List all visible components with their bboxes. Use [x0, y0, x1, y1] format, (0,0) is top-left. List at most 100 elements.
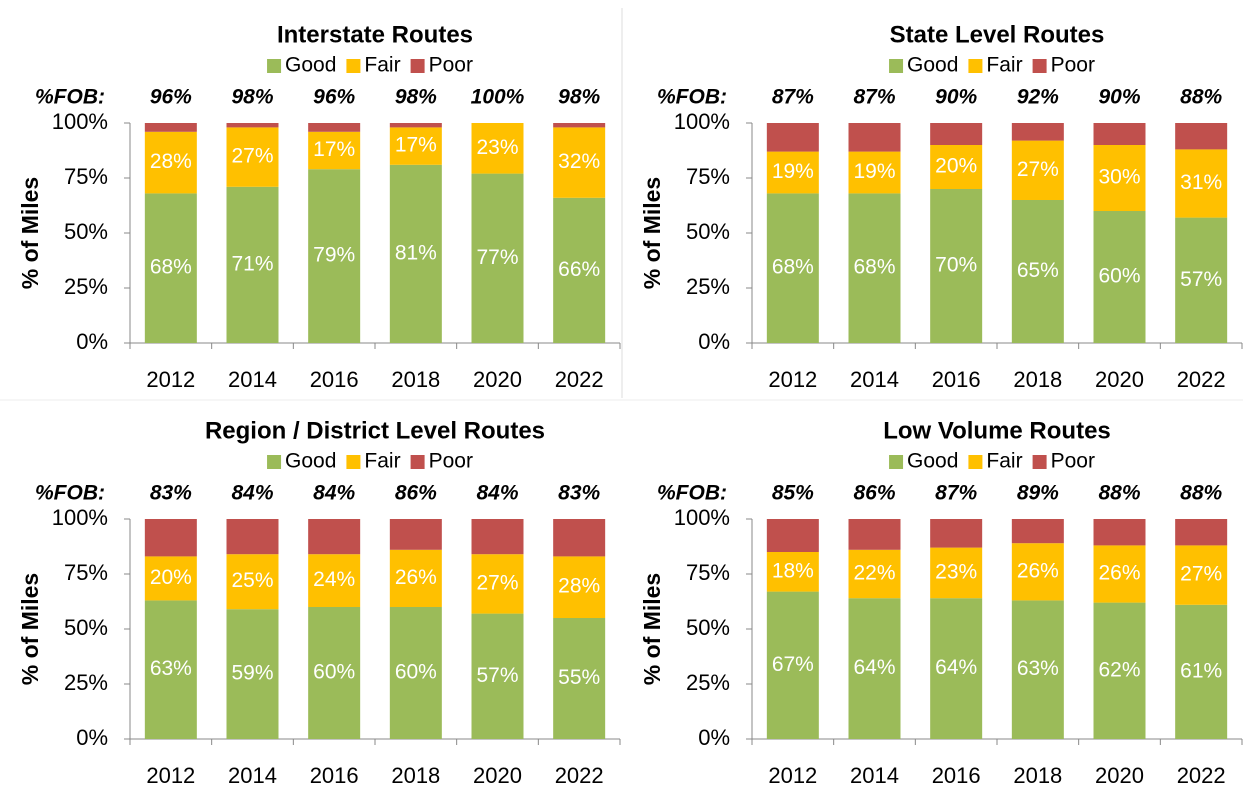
bar-segment: [226, 186, 279, 343]
bar-segment: [144, 600, 197, 739]
bar-segment: [144, 193, 197, 343]
bar-segment: [308, 131, 361, 170]
bar-segment: [1011, 543, 1064, 601]
x-tick-label: 2018: [1013, 367, 1062, 392]
fob-value: 84%: [313, 482, 355, 505]
bar-segment: [144, 519, 197, 557]
bar-segment: [766, 519, 819, 552]
fob-value: 96%: [150, 86, 192, 109]
bar-segment: [1093, 145, 1146, 211]
fob-value: 88%: [1180, 482, 1222, 505]
value-label: 77%: [476, 246, 518, 269]
x-tick-label: 2016: [932, 367, 981, 392]
bar-segment: [848, 123, 901, 152]
value-label: 61%: [1180, 659, 1222, 682]
bar-segment: [226, 554, 279, 610]
chart-title: State Level Routes: [890, 21, 1105, 48]
fob-value: 83%: [150, 482, 192, 505]
legend-swatch: [968, 59, 983, 73]
value-label: 24%: [313, 568, 355, 591]
value-label: 27%: [1017, 158, 1059, 181]
fob-value: 87%: [772, 86, 814, 109]
y-tick-label: 100%: [52, 109, 108, 134]
fob-value: 83%: [558, 482, 600, 505]
x-tick-label: 2018: [1013, 763, 1062, 788]
bar-segment: [389, 123, 442, 128]
legend-label: Good: [907, 450, 958, 473]
x-tick-label: 2016: [310, 763, 359, 788]
value-label: 28%: [558, 575, 600, 598]
y-tick-label: 75%: [64, 560, 108, 585]
bar-segment: [226, 519, 279, 555]
value-label: 17%: [313, 138, 355, 161]
bar-segment: [471, 173, 524, 343]
y-axis-label: % of Miles: [639, 573, 665, 685]
y-tick-label: 50%: [64, 219, 108, 244]
bar-segment: [1011, 140, 1064, 200]
y-tick-label: 50%: [64, 615, 108, 640]
value-label: 20%: [150, 566, 192, 589]
bar-segment: [553, 123, 606, 128]
legend-swatch: [267, 59, 282, 73]
bar-segment: [471, 519, 524, 555]
x-tick-label: 2014: [228, 763, 277, 788]
fob-value: 86%: [395, 482, 437, 505]
x-tick-label: 2016: [310, 367, 359, 392]
legend-label: Fair: [364, 54, 400, 77]
bar-segment: [930, 547, 983, 599]
x-tick-label: 2012: [146, 367, 195, 392]
fob-value: 86%: [853, 482, 895, 505]
value-label: 79%: [313, 244, 355, 267]
legend-label: Poor: [1051, 450, 1095, 473]
x-tick-label: 2020: [1095, 763, 1144, 788]
value-label: 22%: [853, 562, 895, 585]
y-tick-label: 50%: [686, 219, 730, 244]
value-label: 23%: [935, 560, 977, 583]
value-label: 26%: [1017, 559, 1059, 582]
bar-segment: [1175, 604, 1228, 739]
x-tick-label: 2018: [391, 763, 440, 788]
value-label: 67%: [772, 653, 814, 676]
fob-value: 89%: [1017, 482, 1059, 505]
legend-swatch: [1032, 455, 1047, 469]
bar-segment: [553, 556, 606, 618]
value-label: 64%: [853, 656, 895, 679]
legend-swatch: [346, 455, 361, 469]
value-label: 32%: [558, 150, 600, 173]
bar-segment: [144, 123, 197, 132]
value-label: 68%: [150, 256, 192, 279]
bar-segment: [226, 123, 279, 128]
legend-swatch: [410, 455, 425, 469]
x-tick-label: 2016: [932, 763, 981, 788]
fob-label: %FOB:: [657, 86, 727, 109]
value-label: 31%: [1180, 171, 1222, 194]
legend-label: Fair: [986, 54, 1022, 77]
fob-value: 88%: [1180, 86, 1222, 109]
legend-label: Fair: [986, 450, 1022, 473]
value-label: 55%: [558, 666, 600, 689]
fob-value: 88%: [1098, 482, 1140, 505]
y-tick-label: 50%: [686, 615, 730, 640]
value-label: 19%: [772, 160, 814, 183]
x-tick-label: 2022: [1177, 367, 1226, 392]
y-tick-label: 75%: [686, 164, 730, 189]
y-tick-label: 0%: [698, 725, 730, 750]
bar-segment: [471, 613, 524, 739]
legend-swatch: [410, 59, 425, 73]
value-label: 63%: [150, 657, 192, 680]
value-label: 57%: [476, 664, 518, 687]
bar-segment: [848, 193, 901, 343]
value-label: 64%: [935, 656, 977, 679]
fob-value: 92%: [1017, 86, 1059, 109]
bar-segment: [930, 145, 983, 189]
chart-title: Interstate Routes: [277, 21, 473, 48]
bar-segment: [308, 123, 361, 132]
value-label: 25%: [231, 569, 273, 592]
legend-label: Good: [907, 54, 958, 77]
value-label: 60%: [395, 661, 437, 684]
bar-segment: [1093, 211, 1146, 343]
value-label: 27%: [476, 571, 518, 594]
y-axis-label: % of Miles: [639, 177, 665, 289]
bar-segment: [389, 127, 442, 165]
value-label: 68%: [853, 256, 895, 279]
